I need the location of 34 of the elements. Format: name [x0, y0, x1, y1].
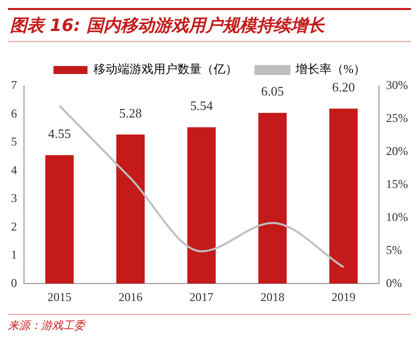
y2-tick-label: 5% [386, 242, 402, 257]
y2-tick-label: 10% [386, 210, 408, 224]
x-tick-label: 2019 [332, 290, 356, 304]
source-note: 来源：游戏工委 [8, 314, 411, 333]
y2-tick-label: 0% [386, 276, 402, 290]
x-tick-label: 2018 [260, 290, 285, 304]
bar [187, 127, 216, 284]
y2-tick-label: 25% [386, 111, 408, 126]
x-tick-label: 2015 [48, 290, 72, 304]
y2-tick-label: 20% [386, 144, 408, 158]
y-tick-label: 4 [11, 162, 17, 177]
y-tick-label: 6 [11, 106, 17, 120]
y2-tick-label: 30% [386, 78, 408, 92]
legend-label: 移动端游戏用户数量（亿） [94, 62, 238, 76]
bar [258, 112, 287, 284]
y-tick-label: 7 [11, 78, 17, 92]
y-tick-label: 2 [11, 219, 17, 234]
legend-label: 增长率（%） [294, 62, 366, 76]
text: 4.55 [48, 126, 71, 142]
y-tick-label: 1 [11, 248, 17, 262]
y-tick-label: 5 [11, 134, 17, 149]
y-tick-label: 3 [11, 191, 17, 206]
text: 6.05 [261, 84, 284, 99]
x-tick-label: 2017 [190, 290, 214, 304]
chart-title: 图表 16: 国内移动游戏用户规模持续增长 [8, 8, 411, 42]
x-tick-label: 2016 [118, 290, 142, 304]
text: 5.54 [190, 98, 213, 114]
bar [45, 155, 74, 284]
bar [116, 134, 145, 284]
y-tick-label: 0 [11, 276, 17, 290]
y2-tick-label: 15% [386, 176, 408, 191]
bar [329, 108, 358, 284]
text: 6.20 [332, 80, 355, 95]
text: 5.28 [119, 105, 142, 120]
